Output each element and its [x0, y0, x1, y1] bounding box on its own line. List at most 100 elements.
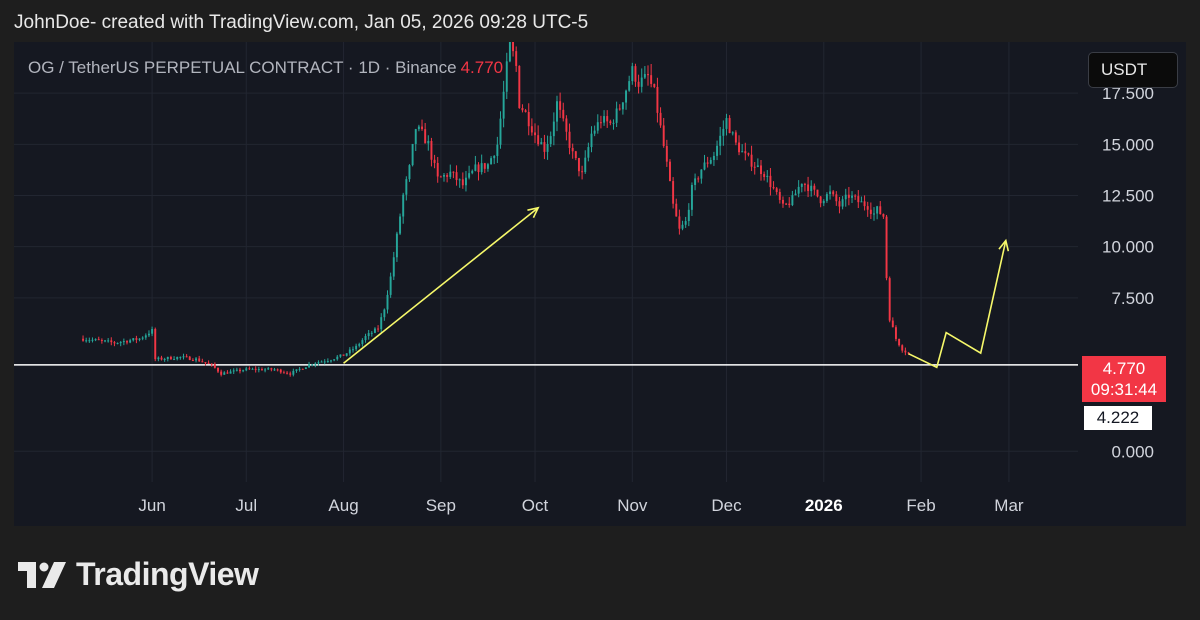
candle-body [91, 339, 94, 341]
candle-body [449, 171, 452, 177]
candle-body [129, 340, 132, 343]
candle-body [251, 368, 254, 370]
candle-body [213, 364, 216, 368]
candle-body [151, 329, 154, 334]
candle-body [220, 371, 223, 375]
candle-body [430, 140, 433, 160]
chart-attribution: JohnDoe- created with TradingView.com, J… [14, 12, 589, 33]
projection-arrowhead [998, 238, 1010, 252]
candle-body [439, 176, 442, 178]
candle-body [534, 132, 536, 136]
y-axis-tick-label: 10.000 [1102, 238, 1154, 257]
candle-body [474, 164, 477, 171]
candle-body [760, 165, 762, 175]
price-chart[interactable]: 17.500 15.000 12.500 10.000 7.500 0.000 Jun Jul… [14, 42, 1186, 526]
candle-body [377, 328, 380, 330]
candle-body [279, 369, 282, 373]
candle-body [113, 342, 116, 344]
candle-body [107, 340, 110, 342]
candle-body [464, 177, 467, 186]
candle-body [901, 345, 904, 351]
candle-body [879, 206, 882, 215]
candle-body [245, 368, 248, 371]
horizontal-level-tag: 4.222 [1084, 406, 1152, 430]
candle-body [894, 327, 897, 339]
candle-body [232, 370, 235, 372]
candle-body [264, 369, 267, 371]
candle-body [731, 132, 734, 134]
candle-body [508, 42, 511, 62]
candle-body [97, 339, 100, 341]
symbol-info: OG / TetherUS PERPETUAL CONTRACT · 1D · … [28, 58, 503, 78]
candle-body [417, 126, 420, 130]
candle-body [254, 368, 257, 370]
candle-body [678, 216, 681, 229]
candle-body [330, 360, 332, 362]
candle-body [204, 362, 207, 364]
candle-body [728, 118, 731, 134]
candle-body [138, 338, 141, 340]
candle-body [766, 175, 769, 177]
candle-body [788, 203, 791, 206]
projection-path [908, 240, 1007, 369]
candle-body [270, 368, 273, 370]
candle-body [838, 201, 841, 207]
candle-body [612, 122, 615, 124]
x-axis-tick-label: Feb [906, 496, 935, 515]
candle-body [672, 181, 675, 204]
candle-body [700, 169, 703, 179]
candle-body [301, 368, 304, 370]
candle-body [637, 81, 640, 87]
candle-body [348, 349, 351, 354]
candle-body [832, 191, 835, 195]
candle-body [242, 370, 245, 372]
candle-body [370, 332, 373, 334]
candle-body [373, 328, 376, 333]
x-axis-tick-label: Sep [426, 496, 456, 515]
candle-body [775, 188, 778, 193]
candle-body [364, 336, 367, 341]
candle-body [794, 193, 797, 196]
chart-panel[interactable]: 17.500 15.000 12.500 10.000 7.500 0.000 Jun Jul… [14, 42, 1186, 526]
candle-body [257, 369, 260, 371]
candle-body [421, 126, 423, 130]
candle-body [100, 339, 103, 341]
candle-body [640, 77, 643, 87]
x-axis-tick-label: Nov [617, 496, 648, 515]
candle-body [807, 184, 810, 192]
x-axis-tick-label: 2026 [805, 496, 843, 515]
candle-body [778, 192, 781, 200]
candle-body [744, 151, 747, 154]
candle-body [530, 126, 533, 133]
annotation-arrowhead [527, 206, 540, 219]
candle-body [493, 155, 496, 159]
x-axis-tick-label: Mar [994, 496, 1024, 515]
candle-body [675, 203, 678, 217]
candle-body [769, 175, 772, 188]
candle-body [154, 329, 157, 360]
currency-button[interactable]: USDT [1088, 52, 1178, 88]
candle-body [898, 338, 901, 346]
candle-body [223, 372, 226, 375]
x-axis-tick-label: Jun [138, 496, 165, 515]
candle-body [235, 369, 238, 371]
candle-body [395, 233, 398, 258]
candle-body [857, 196, 860, 203]
candle-body [750, 154, 753, 167]
candle-countdown: 09:31:44 [1090, 380, 1158, 399]
candle-body [706, 162, 709, 164]
candle-body [333, 359, 336, 361]
candle-body [634, 66, 637, 82]
candle-body [392, 257, 395, 277]
candle-body [314, 363, 317, 365]
candle-body [813, 185, 816, 190]
candle-body [825, 194, 828, 201]
candle-body [295, 369, 298, 371]
candle-body [141, 337, 144, 339]
symbol-last-price: 4.770 [460, 58, 504, 77]
candle-body [380, 317, 383, 330]
candle-body [122, 341, 125, 343]
candle-body [559, 101, 562, 110]
y-axis-tick-label: 17.500 [1102, 84, 1154, 103]
candle-body [239, 369, 241, 372]
